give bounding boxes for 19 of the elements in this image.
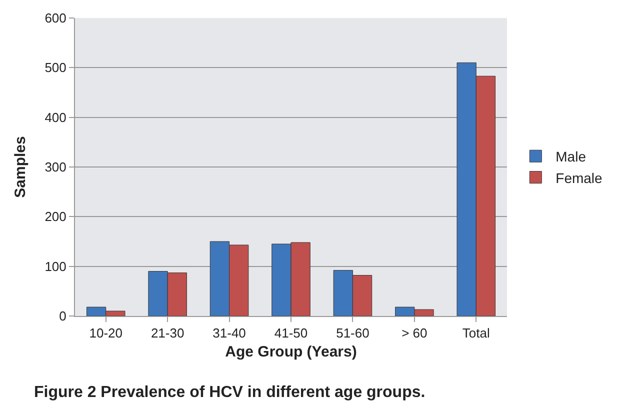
- y-tick-label: 0: [59, 308, 66, 324]
- y-tick-label: 300: [44, 160, 66, 175]
- y-tick-label: 600: [44, 10, 66, 26]
- y-tick-label: 100: [44, 258, 66, 274]
- x-axis-title: Age Group (Years): [225, 344, 357, 361]
- x-tick-label: 21-30: [150, 326, 184, 341]
- y-tick-label: 500: [44, 60, 66, 76]
- x-tick-label: Total: [462, 326, 490, 341]
- legend-label: Male: [556, 148, 586, 165]
- y-tick-label: 200: [44, 209, 66, 224]
- x-tick-label: 10-20: [89, 326, 122, 341]
- x-tick-label: > 60: [402, 326, 428, 341]
- text: Figure 2 Prevalence of HCV in different age groups.: [34, 384, 426, 401]
- y-tick-label: 400: [44, 110, 66, 125]
- x-tick-label: 51-60: [336, 326, 370, 341]
- x-tick-label: 41-50: [274, 326, 308, 341]
- y-axis-title: Samples: [12, 136, 29, 198]
- legend-label: Female: [556, 170, 603, 186]
- x-tick-label: 31-40: [212, 326, 246, 341]
